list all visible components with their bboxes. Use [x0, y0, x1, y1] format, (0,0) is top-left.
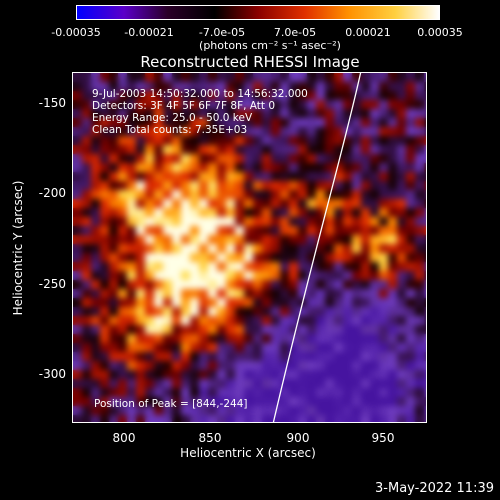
y-tick: -150 [38, 96, 66, 110]
x-tick: 800 [112, 431, 136, 445]
timestamp: 3-May-2022 11:39 [375, 481, 494, 496]
x-tick: 950 [371, 431, 395, 445]
x-tick: 900 [286, 431, 310, 445]
y-tick: -250 [38, 277, 66, 291]
limb-curve [272, 73, 362, 422]
colorbar [76, 5, 440, 20]
x-tick: 850 [198, 431, 222, 445]
info-detectors: Detectors: 3F 4F 5F 6F 7F 8F, Att 0 [92, 100, 276, 112]
colorbar-unit: (photons cm⁻² s⁻¹ asec⁻²) [199, 39, 341, 52]
heatmap-canvas [73, 73, 426, 422]
y-tick: -300 [38, 367, 66, 381]
colorbar-tick: 0.00021 [345, 26, 391, 39]
rhessi-image [72, 72, 427, 423]
info-energy: Energy Range: 25.0 - 50.0 keV [92, 112, 253, 124]
y-tick: -200 [38, 186, 66, 200]
colorbar-tick: -0.00035 [51, 26, 101, 39]
peak-position: Position of Peak = [844,-244] [94, 398, 248, 410]
colorbar-tick: -0.00021 [124, 26, 174, 39]
plot-title: Reconstructed RHESSI Image [140, 53, 360, 71]
colorbar-tick: 0.00035 [417, 26, 463, 39]
colorbar-tick: -7.0e-05 [198, 26, 246, 39]
x-axis-label: Heliocentric X (arcsec) [180, 446, 316, 460]
solar-limb [272, 73, 362, 422]
info-clean: Clean Total counts: 7.35E+03 [92, 124, 248, 136]
info-time: 9-Jul-2003 14:50:32.000 to 14:56:32.000 [92, 88, 308, 100]
colorbar-tick: 7.0e-05 [273, 26, 317, 39]
y-axis-label: Heliocentric Y (arcsec) [11, 180, 25, 316]
